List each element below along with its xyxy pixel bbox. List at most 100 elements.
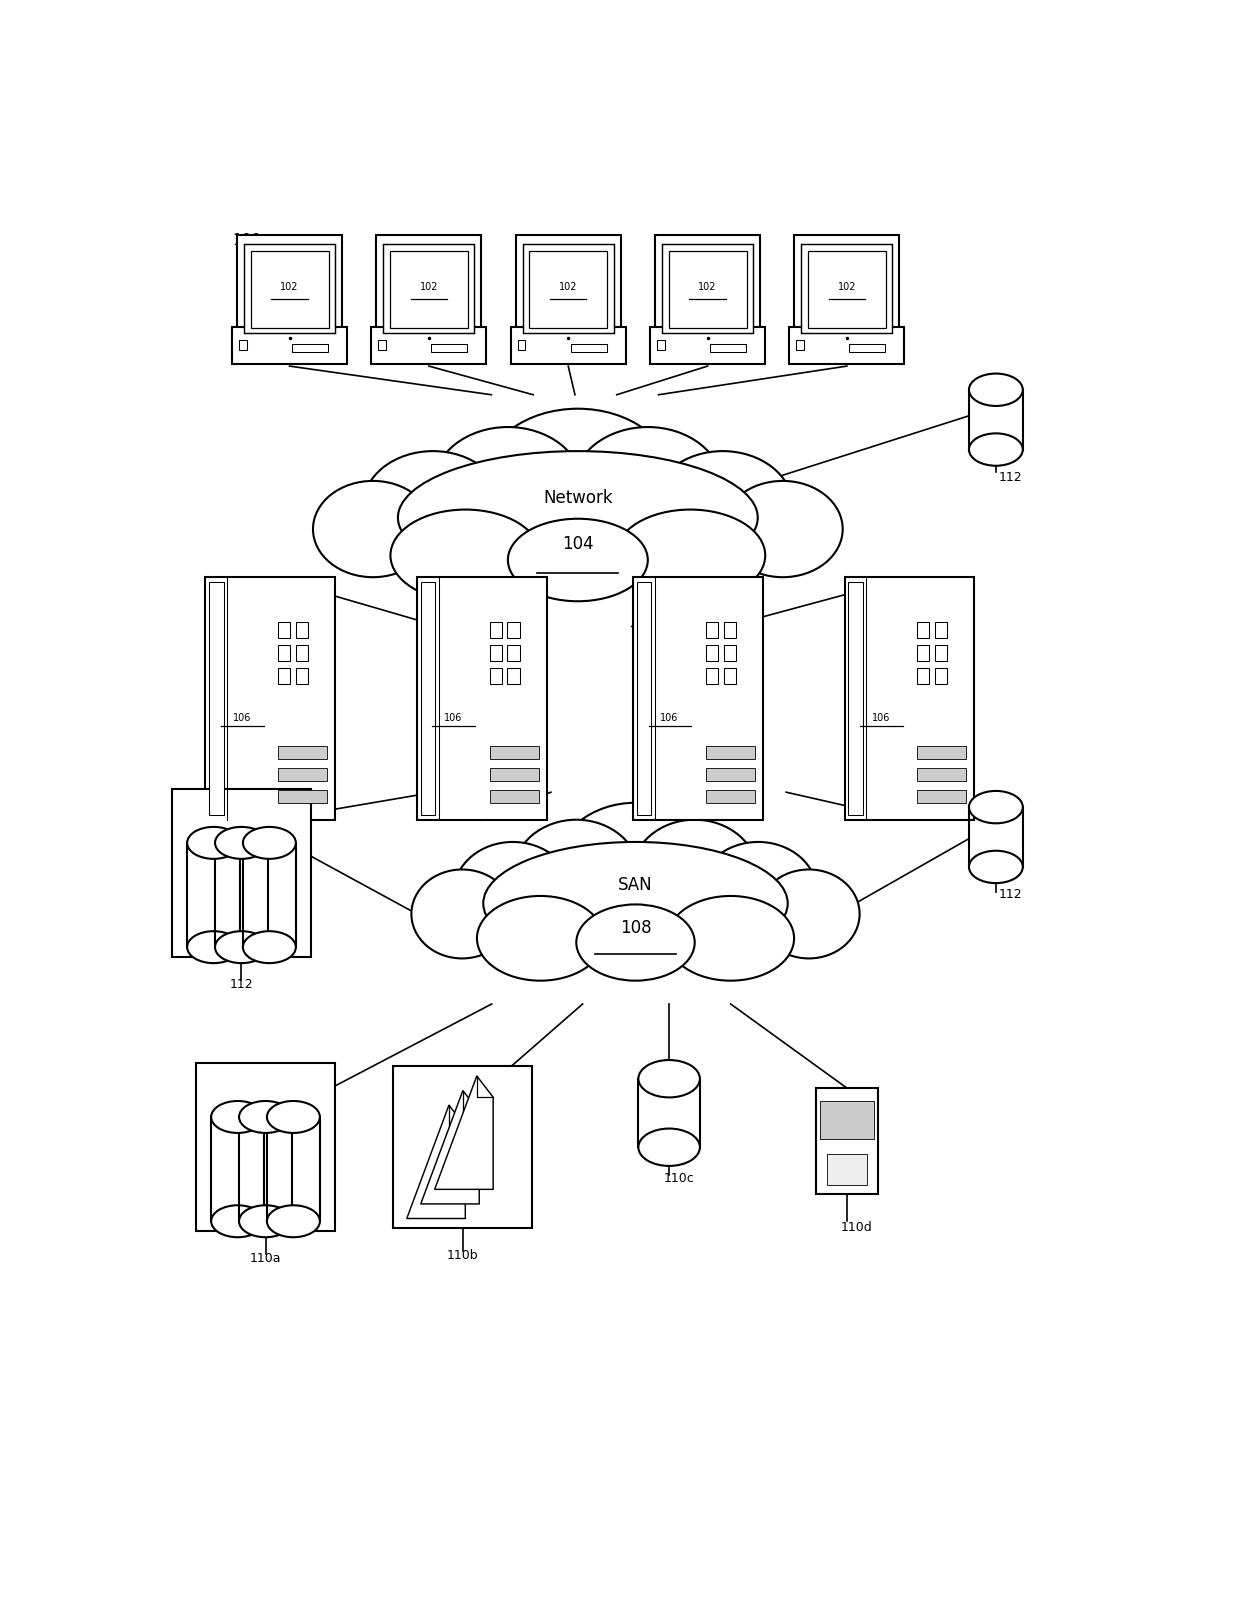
Bar <box>420 582 435 815</box>
Bar <box>278 769 327 781</box>
Ellipse shape <box>391 510 541 602</box>
Bar <box>918 790 966 803</box>
Bar <box>507 646 520 662</box>
Polygon shape <box>407 1105 465 1218</box>
Ellipse shape <box>211 1100 264 1133</box>
Bar <box>706 790 755 803</box>
Polygon shape <box>239 1116 291 1222</box>
Ellipse shape <box>968 791 1023 824</box>
Ellipse shape <box>187 827 241 859</box>
Bar <box>377 235 481 341</box>
Bar <box>490 790 539 803</box>
Text: 102: 102 <box>280 282 299 291</box>
Bar <box>378 340 386 349</box>
Text: 106: 106 <box>444 714 463 723</box>
Bar <box>511 327 626 364</box>
Bar <box>706 646 718 662</box>
Bar <box>529 251 608 328</box>
Bar <box>278 746 327 759</box>
Bar <box>196 1063 335 1231</box>
Ellipse shape <box>215 932 268 963</box>
Ellipse shape <box>513 820 640 930</box>
Bar <box>935 668 947 684</box>
Bar <box>490 646 502 662</box>
Ellipse shape <box>723 481 843 578</box>
Ellipse shape <box>398 451 758 584</box>
Bar <box>172 790 311 958</box>
Bar <box>432 345 467 353</box>
Bar <box>296 646 309 662</box>
Bar <box>232 327 347 364</box>
Ellipse shape <box>699 841 817 943</box>
Polygon shape <box>215 843 268 947</box>
Text: 112: 112 <box>998 471 1022 484</box>
Polygon shape <box>267 1116 320 1222</box>
Ellipse shape <box>968 851 1023 883</box>
Bar <box>655 235 760 341</box>
Bar <box>724 621 737 637</box>
Ellipse shape <box>577 904 694 981</box>
Text: 106: 106 <box>872 714 890 723</box>
Bar <box>278 646 290 662</box>
Bar <box>801 244 893 333</box>
Ellipse shape <box>484 841 787 964</box>
Text: 106: 106 <box>233 714 250 723</box>
Ellipse shape <box>211 1205 264 1238</box>
Bar <box>935 646 947 662</box>
Bar <box>518 340 526 349</box>
Bar <box>724 668 737 684</box>
Bar <box>650 327 765 364</box>
Ellipse shape <box>631 820 758 930</box>
Bar <box>637 582 651 815</box>
Bar <box>250 251 329 328</box>
Bar <box>423 338 434 348</box>
Bar <box>372 327 486 364</box>
Ellipse shape <box>243 827 296 859</box>
Text: 100: 100 <box>232 233 260 248</box>
Bar <box>278 790 327 803</box>
Bar <box>706 668 718 684</box>
Bar <box>668 251 746 328</box>
Text: 110b: 110b <box>446 1249 479 1262</box>
Bar <box>563 338 574 348</box>
Bar <box>383 244 475 333</box>
Bar <box>842 338 852 348</box>
Ellipse shape <box>573 427 723 547</box>
Ellipse shape <box>639 1129 699 1167</box>
Bar <box>918 769 966 781</box>
Ellipse shape <box>758 869 859 958</box>
Polygon shape <box>435 1076 494 1189</box>
Bar <box>507 621 520 637</box>
Bar <box>278 621 290 637</box>
Bar <box>206 578 335 820</box>
Ellipse shape <box>412 869 513 958</box>
Bar <box>417 578 547 820</box>
Text: 104: 104 <box>562 536 594 553</box>
Polygon shape <box>420 1091 479 1204</box>
Ellipse shape <box>482 409 673 550</box>
Bar <box>918 746 966 759</box>
Bar <box>296 621 309 637</box>
Ellipse shape <box>556 803 715 934</box>
Bar <box>490 746 539 759</box>
Bar <box>293 345 329 353</box>
Bar <box>918 646 930 662</box>
Bar <box>210 582 223 815</box>
Text: 102: 102 <box>419 282 438 291</box>
Bar <box>634 578 763 820</box>
Bar <box>827 1154 867 1186</box>
Text: 106: 106 <box>660 714 678 723</box>
Ellipse shape <box>433 427 583 547</box>
Text: 110a: 110a <box>249 1252 281 1265</box>
Bar <box>844 578 975 820</box>
Ellipse shape <box>968 434 1023 466</box>
Bar <box>490 668 502 684</box>
Bar <box>278 668 290 684</box>
Ellipse shape <box>239 1100 291 1133</box>
Bar <box>820 1100 874 1139</box>
Bar <box>918 668 930 684</box>
Bar <box>490 769 539 781</box>
Polygon shape <box>968 390 1023 450</box>
Bar <box>523 244 614 333</box>
Bar <box>808 251 885 328</box>
